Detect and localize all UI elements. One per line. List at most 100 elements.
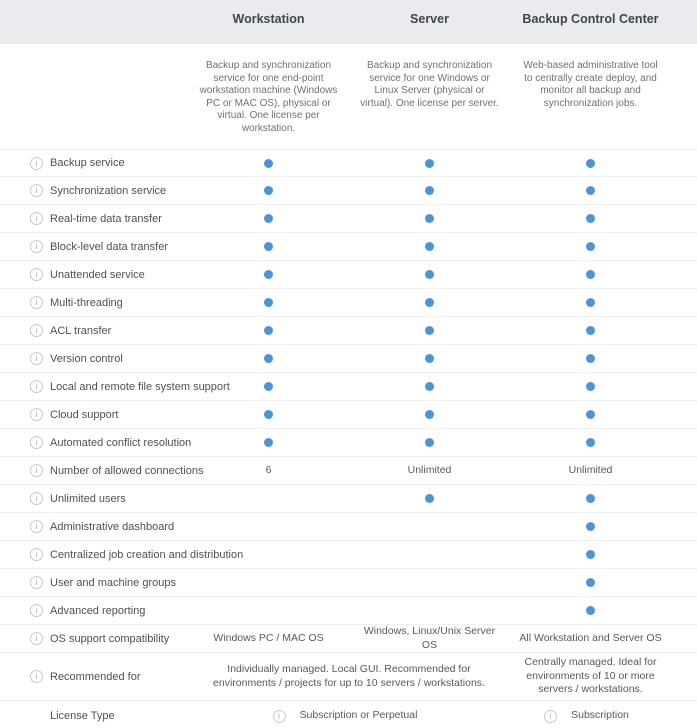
- cell-value: Windows, Linux/Unix Server OS: [363, 625, 496, 651]
- feature-cell: [188, 485, 349, 512]
- feature-cell: [349, 513, 510, 540]
- feature-label-cell: i Block-level data transfer: [0, 240, 188, 253]
- info-icon[interactable]: i: [30, 604, 43, 617]
- feature-label: Number of allowed connections: [50, 464, 204, 477]
- feature-cell: [349, 317, 510, 344]
- feature-cell: [349, 289, 510, 316]
- feature-cell: [510, 569, 671, 596]
- feature-label: Cloud support: [50, 408, 119, 421]
- feature-cell: [188, 597, 349, 624]
- availability-dot: [586, 578, 595, 587]
- feature-cell: All Workstation and Server OS: [510, 625, 671, 652]
- info-icon[interactable]: i: [30, 576, 43, 589]
- info-icon[interactable]: i: [30, 324, 43, 337]
- info-icon[interactable]: i: [30, 520, 43, 533]
- info-icon[interactable]: i: [30, 464, 43, 477]
- availability-dot: [586, 494, 595, 503]
- feature-label-cell: i Synchronization service: [0, 184, 188, 197]
- info-icon[interactable]: i: [30, 296, 43, 309]
- feature-cell: [349, 373, 510, 400]
- feature-label-cell: i Multi-threading: [0, 296, 188, 309]
- feature-row: i Version control: [0, 345, 697, 373]
- feature-cell: [188, 261, 349, 288]
- feature-row: i Unlimited users: [0, 485, 697, 513]
- feature-label: Backup service: [50, 157, 125, 169]
- feature-label: ACL transfer: [50, 324, 112, 337]
- info-icon[interactable]: i: [30, 408, 43, 421]
- column-description-server: Backup and synchronization service for o…: [360, 60, 499, 109]
- availability-dot: [425, 298, 434, 307]
- feature-cell: [188, 289, 349, 316]
- feature-cell: [510, 513, 671, 540]
- feature-row: i Local and remote file system support: [0, 373, 697, 401]
- availability-dot: [425, 186, 434, 195]
- feature-cell: [349, 345, 510, 372]
- feature-row: i Administrative dashboard: [0, 513, 697, 541]
- info-icon[interactable]: i: [544, 709, 558, 723]
- column-header-backup-control-center: Backup Control Center: [522, 12, 659, 26]
- cell-value: Individually managed. Local GUI. Recomme…: [213, 663, 485, 689]
- info-icon[interactable]: i: [30, 184, 43, 197]
- info-icon[interactable]: i: [30, 380, 43, 393]
- feature-cell: [188, 569, 349, 596]
- availability-dot: [425, 326, 434, 335]
- availability-dot: [425, 270, 434, 279]
- availability-dot: [425, 242, 434, 251]
- feature-label: Version control: [50, 352, 123, 365]
- feature-label: Multi-threading: [50, 296, 123, 309]
- feature-cell: [188, 205, 349, 232]
- cell-value: 6: [265, 463, 272, 476]
- column-description-backup-control-center: Web-based administrative tool to central…: [523, 60, 658, 109]
- feature-cell: [188, 177, 349, 204]
- info-icon[interactable]: i: [30, 632, 43, 645]
- feature-label: Unattended service: [50, 268, 145, 281]
- feature-row: i Number of allowed connections 6 Unlimited…: [0, 457, 697, 485]
- feature-label-cell: i Number of allowed connections: [0, 464, 203, 477]
- feature-cell: [188, 233, 349, 260]
- feature-label: OS support compatibility: [50, 632, 170, 645]
- info-icon[interactable]: i: [30, 548, 43, 561]
- column-header-workstation: Workstation: [232, 12, 305, 26]
- availability-dot: [586, 326, 595, 335]
- feature-label-cell: i Backup service: [0, 156, 188, 170]
- info-icon[interactable]: i: [30, 352, 43, 365]
- availability-dot: [586, 214, 595, 223]
- info-icon[interactable]: i: [30, 670, 43, 683]
- availability-dot: [264, 410, 273, 419]
- availability-dot: [586, 382, 595, 391]
- availability-dot: [425, 438, 434, 447]
- feature-cell: 6: [188, 457, 349, 484]
- feature-cell: [188, 373, 349, 400]
- feature-cell: [349, 485, 510, 512]
- info-icon[interactable]: i: [30, 240, 43, 253]
- feature-cell: [349, 150, 510, 176]
- feature-label-cell: i User and machine groups: [0, 576, 188, 589]
- column-descriptions: Backup and synchronization service for o…: [0, 44, 697, 149]
- feature-row: i Multi-threading: [0, 289, 697, 317]
- feature-cell: [510, 485, 671, 512]
- cell-value: Centrally managed. Ideal for environment…: [524, 656, 657, 696]
- info-icon[interactable]: i: [30, 212, 43, 225]
- availability-dot: [586, 438, 595, 447]
- feature-label: Advanced reporting: [50, 604, 146, 617]
- info-icon[interactable]: i: [272, 709, 286, 723]
- feature-cell: [510, 429, 671, 456]
- feature-rows: i Backup service i Synchronization service i…: [0, 149, 697, 728]
- feature-cell: [510, 317, 671, 344]
- feature-label-cell: i Unlimited users: [0, 492, 188, 505]
- feature-cell: [349, 597, 510, 624]
- feature-cell: [188, 150, 349, 176]
- info-icon[interactable]: i: [30, 492, 43, 505]
- feature-label: Local and remote file system support: [50, 380, 230, 393]
- info-icon[interactable]: i: [30, 268, 43, 281]
- feature-cell: [349, 177, 510, 204]
- feature-cell: [510, 597, 671, 624]
- feature-label-cell: i Centralized job creation and distributi…: [0, 548, 243, 561]
- availability-dot: [264, 354, 273, 363]
- feature-label: Unlimited users: [50, 492, 126, 505]
- availability-dot: [264, 186, 273, 195]
- feature-row: i Backup service: [0, 149, 697, 177]
- info-icon[interactable]: i: [30, 436, 43, 449]
- info-icon[interactable]: i: [30, 156, 43, 170]
